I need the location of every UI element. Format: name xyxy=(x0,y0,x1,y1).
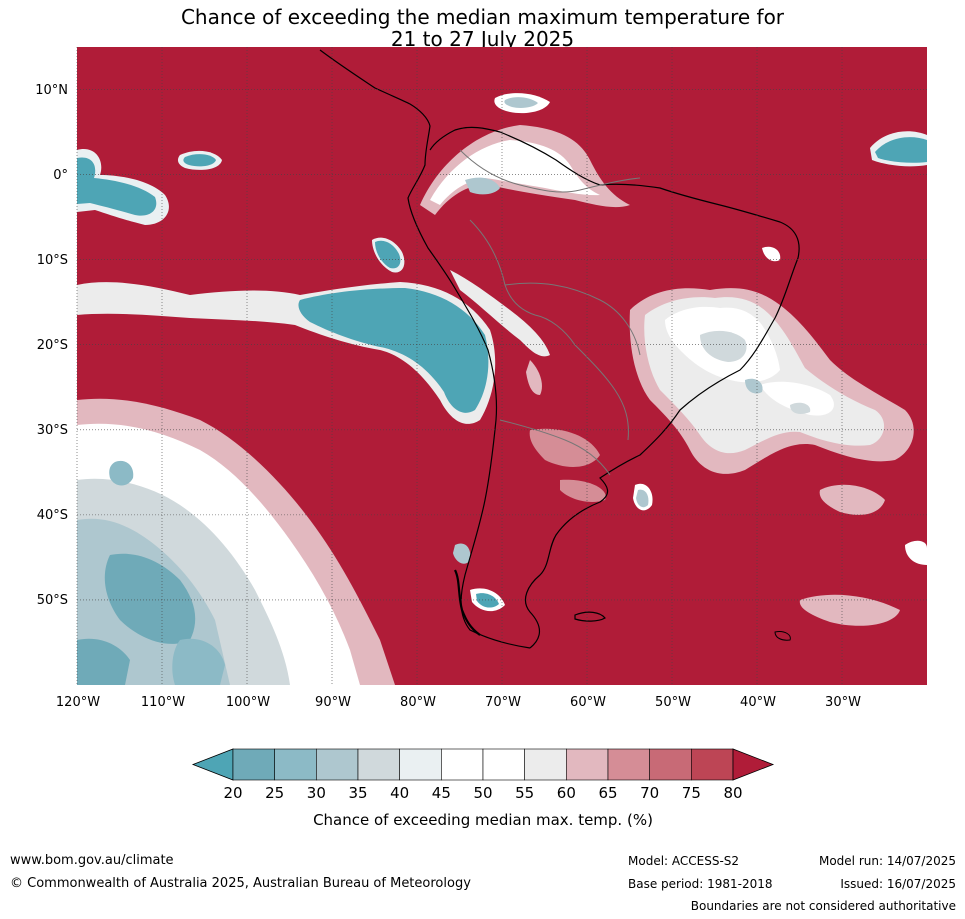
colorbar-tick-label: 30 xyxy=(307,784,326,802)
colorbar-segment xyxy=(607,748,650,781)
colorbar-tick-label: 50 xyxy=(473,784,492,802)
colorbar-tick-label: 45 xyxy=(432,784,451,802)
colorbar-tick-label: 60 xyxy=(557,784,576,802)
patagonia-anomaly xyxy=(453,543,505,612)
colorbar-segment xyxy=(524,748,567,781)
lat-label-20s: 20°S xyxy=(37,338,68,353)
colorbar-segment xyxy=(441,748,484,781)
latitude-labels: 10°N 0° 10°S 20°S 30°S 40°S 50°S xyxy=(35,83,68,608)
colorbar-segment xyxy=(566,748,609,781)
south-pacific-anomaly xyxy=(77,398,395,685)
colorbar-segment xyxy=(357,748,400,781)
lon-label-90w: 90°W xyxy=(315,695,351,710)
website-url[interactable]: www.bom.gov.au/climate xyxy=(10,853,174,868)
northern-south-america-anomaly xyxy=(420,93,630,215)
colorbar-tick-label: 40 xyxy=(390,784,409,802)
colorbar-arrow-high xyxy=(732,748,775,781)
lon-label-120w: 120°W xyxy=(56,695,100,710)
lat-label-50s: 50°S xyxy=(37,593,68,608)
colorbar-segment xyxy=(316,748,359,781)
lon-label-50w: 50°W xyxy=(655,695,691,710)
lon-label-60w: 60°W xyxy=(570,695,606,710)
issued-date: Issued: 16/07/2025 xyxy=(840,877,956,891)
lat-label-0: 0° xyxy=(53,168,68,183)
lat-label-30s: 30°S xyxy=(37,423,68,438)
equatorial-pacific-anomaly xyxy=(77,149,222,225)
copyright-notice: © Commonwealth of Australia 2025, Austra… xyxy=(10,876,471,891)
colorbar-tick-label: 25 xyxy=(265,784,284,802)
colorbar-segment xyxy=(482,748,525,781)
peru-chile-anomaly xyxy=(77,237,496,424)
model-name: Model: ACCESS-S2 xyxy=(628,854,740,868)
colorbar-segment xyxy=(399,748,442,781)
colorbar-segment xyxy=(691,748,734,781)
colorbar-tick-label: 75 xyxy=(682,784,701,802)
model-run-date: Model run: 14/07/2025 xyxy=(818,854,956,868)
colorbar-tick-label: 70 xyxy=(640,784,659,802)
lon-label-40w: 40°W xyxy=(740,695,776,710)
map-title-line1: Chance of exceeding the median maximum t… xyxy=(180,5,785,29)
longitude-labels: 120°W 110°W 100°W 90°W 80°W 70°W 60°W 50… xyxy=(56,695,861,710)
colorbar-tick-label: 55 xyxy=(515,784,534,802)
lat-label-10s: 10°S xyxy=(37,253,68,268)
colorbar-arrow-low xyxy=(191,748,234,781)
coastlines xyxy=(319,49,800,649)
colorbar-segment xyxy=(232,748,275,781)
lat-label-40s: 40°S xyxy=(37,508,68,523)
andes-anomaly xyxy=(450,270,606,502)
lon-label-70w: 70°W xyxy=(485,695,521,710)
colorbar-tick-labels: 20 25 30 35 40 45 50 55 60 65 70 75 80 xyxy=(223,784,742,802)
map-title-line2: 21 to 27 July 2025 xyxy=(390,27,575,51)
grid-lines xyxy=(76,47,927,685)
lon-label-110w: 110°W xyxy=(141,695,185,710)
colorbar-segment xyxy=(649,748,692,781)
colorbar-tick-label: 65 xyxy=(598,784,617,802)
base-period: Base period: 1981-2018 xyxy=(628,877,773,891)
colorbar xyxy=(191,748,775,781)
colorbar-tick-label: 80 xyxy=(723,784,742,802)
colorbar-tick-label: 20 xyxy=(223,784,242,802)
lon-label-100w: 100°W xyxy=(226,695,270,710)
colorbar-tick-label: 35 xyxy=(348,784,367,802)
lon-label-30w: 30°W xyxy=(825,695,861,710)
lon-label-80w: 80°W xyxy=(400,695,436,710)
lat-label-10n: 10°N xyxy=(35,83,68,98)
colorbar-segment xyxy=(274,748,317,781)
boundaries-disclaimer: Boundaries are not considered authoritat… xyxy=(690,899,956,913)
colorbar-title: Chance of exceeding median max. temp. (%… xyxy=(313,811,653,829)
